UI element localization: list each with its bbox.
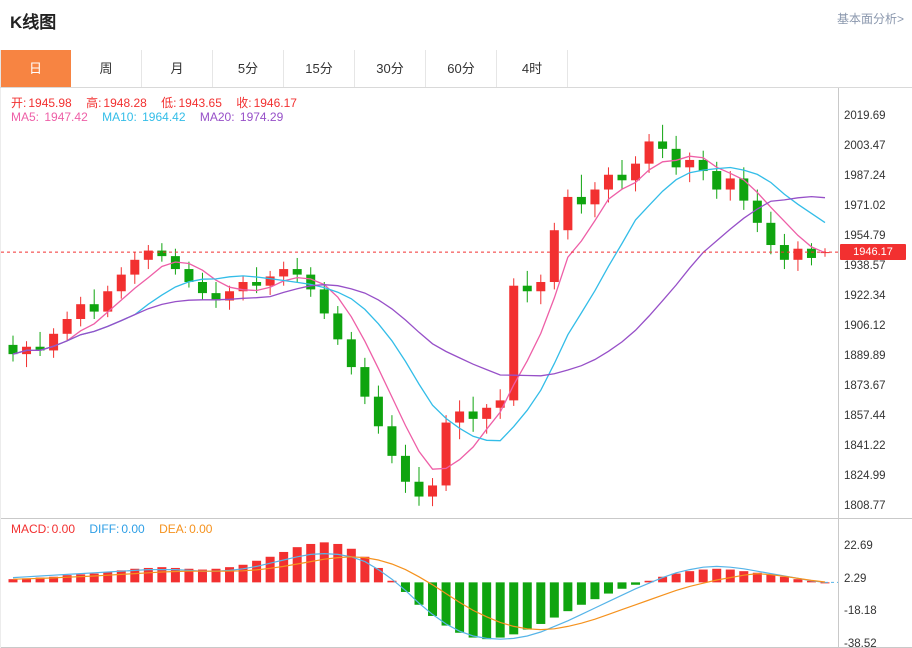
ma5-legend: MA5: 1947.42 <box>11 110 90 124</box>
price-axis-tick: 2003.47 <box>844 140 886 153</box>
price-axis-tick: 1954.79 <box>844 230 886 243</box>
price-axis-tick: 1938.57 <box>844 260 886 273</box>
dea-value-pair: DEA: 0.00 <box>159 522 214 536</box>
chart-area: 开: 1945.98 高: 1948.28 低: 1943.65 收: 1946.17 … <box>0 88 912 648</box>
macd-panel: MACD: 0.00 DIFF: 0.00 DEA: 0.00 22.69 2.29 -1… <box>1 519 912 648</box>
diff-value: 0.00 <box>121 522 145 536</box>
macd-axis-tick: 22.69 <box>844 540 873 553</box>
current-price-badge: 1946.17 <box>840 244 906 261</box>
price-panel: 开: 1945.98 高: 1948.28 低: 1943.65 收: 1946.17 … <box>1 88 912 519</box>
dea-value: 0.00 <box>189 522 213 536</box>
tab-5min[interactable]: 5分 <box>213 50 284 87</box>
tab-60min[interactable]: 60分 <box>426 50 497 87</box>
candlestick-chart[interactable] <box>1 88 838 518</box>
ohlc-low-value: 1943.65 <box>178 96 222 110</box>
ma20-legend: MA20: 1974.29 <box>200 110 285 124</box>
diff-label: DIFF: <box>89 522 120 536</box>
tab-30min[interactable]: 30分 <box>355 50 426 87</box>
ohlc-open-label: 开: <box>11 96 27 110</box>
ma10-label: MA10: <box>102 110 137 124</box>
tab-day[interactable]: 日 <box>0 50 71 87</box>
tab-15min[interactable]: 15分 <box>284 50 355 87</box>
ma20-value: 1974.29 <box>239 110 284 124</box>
macd-value: 0.00 <box>51 522 76 536</box>
ohlc-low-label: 低: <box>161 96 177 110</box>
ohlc-open: 开: 1945.98 <box>11 96 74 110</box>
price-axis-tick: 1889.89 <box>844 350 886 363</box>
diff-value-pair: DIFF: 0.00 <box>89 522 146 536</box>
price-axis-tick: 1971.02 <box>844 200 886 213</box>
price-axis-tick: 1906.12 <box>844 320 886 333</box>
period-tabs: 日 周 月 5分 15分 30分 60分 4时 <box>0 50 912 88</box>
page-header: K线图 基本面分析> <box>0 0 912 50</box>
dea-label: DEA: <box>159 522 188 536</box>
macd-axis-tick: -38.52 <box>844 637 877 648</box>
price-axis-tick: 1857.44 <box>844 410 886 423</box>
ohlc-low: 低: 1943.65 <box>161 96 224 110</box>
price-axis-tick: 1824.99 <box>844 470 886 483</box>
macd-legend: MACD: 0.00 DIFF: 0.00 DEA: 0.00 <box>11 522 223 536</box>
ma10-value: 1964.42 <box>142 110 186 124</box>
price-axis-tick: 2019.69 <box>844 110 886 123</box>
ohlc-high-value: 1948.28 <box>103 96 147 110</box>
ma10-legend: MA10: 1964.42 <box>102 110 187 124</box>
tab-month[interactable]: 月 <box>142 50 213 87</box>
ma5-value: 1947.42 <box>44 110 88 124</box>
page-title: K线图 <box>10 13 57 32</box>
price-axis-tick: 1873.67 <box>844 380 886 393</box>
ma5-label: MA5: <box>11 110 40 124</box>
ohlc-close-value: 1946.17 <box>253 96 297 110</box>
ohlc-open-value: 1945.98 <box>28 96 72 110</box>
price-axis-tick: 1987.24 <box>844 170 886 183</box>
ohlc-close: 收: 1946.17 <box>236 96 299 110</box>
ohlc-high: 高: 1948.28 <box>86 96 149 110</box>
ohlc-legend: 开: 1945.98 高: 1948.28 低: 1943.65 收: 1946.17 <box>11 94 308 111</box>
ma20-label: MA20: <box>199 110 235 124</box>
ohlc-high-label: 高: <box>86 96 102 110</box>
macd-axis-tick: 2.29 <box>844 572 867 585</box>
tab-week[interactable]: 周 <box>71 50 142 87</box>
ohlc-close-label: 收: <box>236 96 252 110</box>
macd-label: MACD: <box>11 522 50 536</box>
macd-axis-tick: -18.18 <box>844 605 877 618</box>
macd-value-pair: MACD: 0.00 <box>11 522 77 536</box>
macd-axis: 22.69 2.29 -18.18 -38.52 <box>838 519 912 648</box>
fundamental-analysis-link[interactable]: 基本面分析> <box>836 12 904 26</box>
tab-4hour[interactable]: 4时 <box>497 50 568 87</box>
price-axis-tick: 1808.77 <box>844 500 886 513</box>
ma-legend: MA5: 1947.42 MA10: 1964.42 MA20: 1974.29 <box>11 110 294 124</box>
macd-chart[interactable] <box>1 519 838 647</box>
price-axis-tick: 1922.34 <box>844 290 886 303</box>
price-axis-tick: 1841.22 <box>844 440 886 453</box>
price-axis: 1946.17 2019.69 2003.47 1987.24 1971.02 1954… <box>838 88 912 518</box>
